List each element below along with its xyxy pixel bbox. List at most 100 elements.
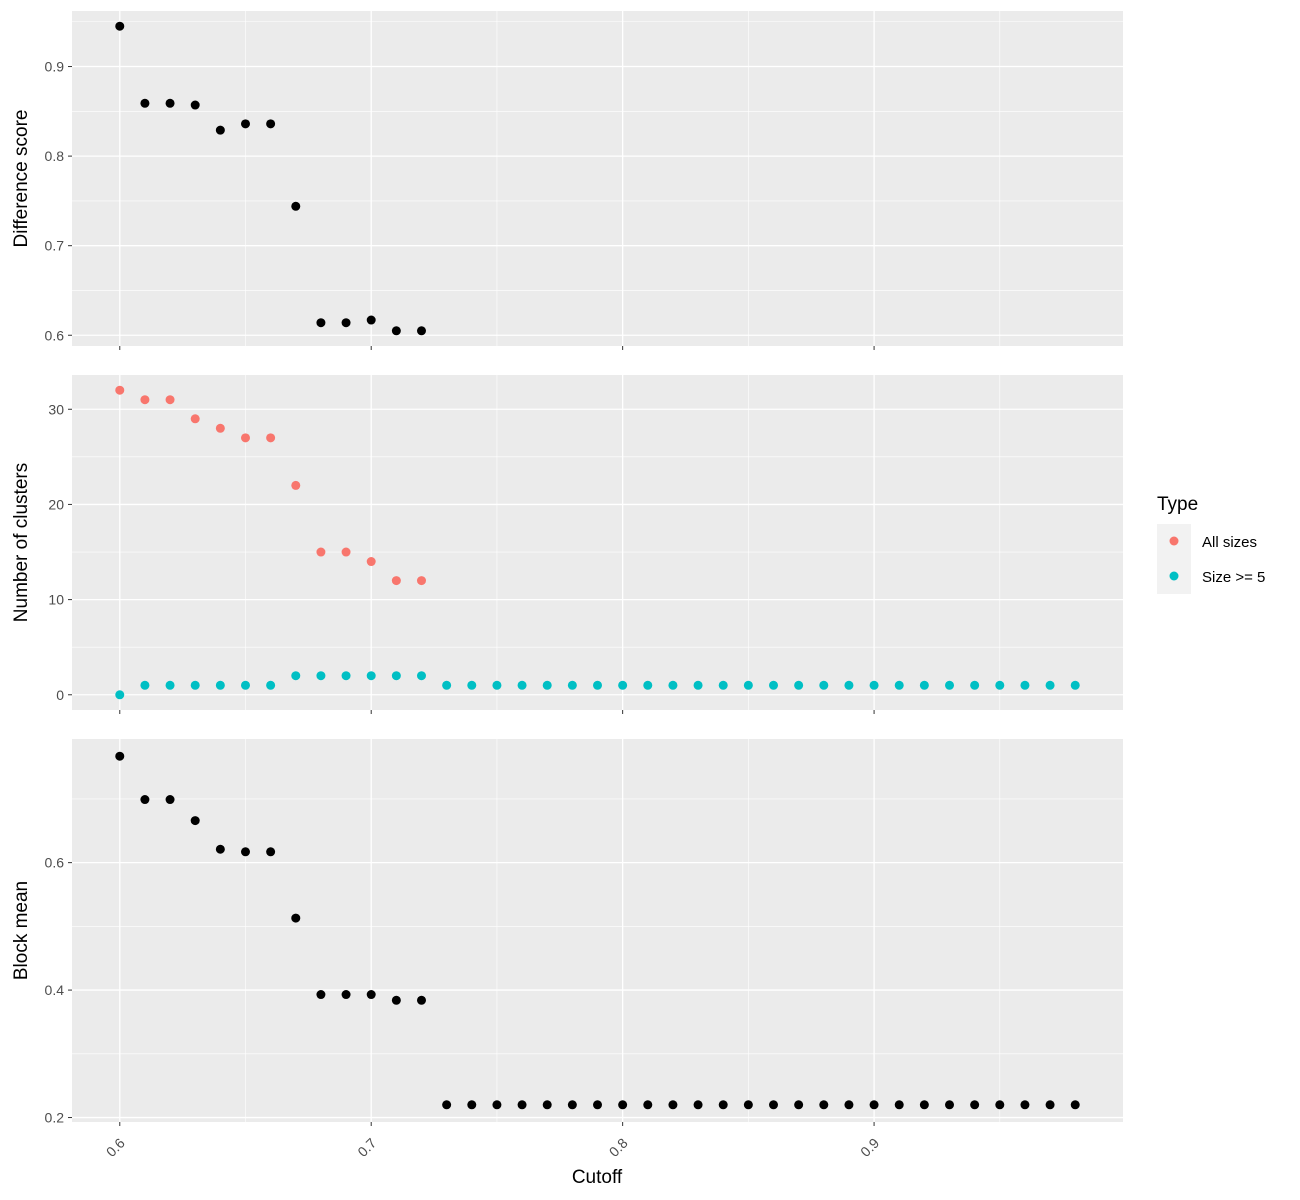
- data-point: [115, 690, 125, 700]
- x-tick-label: 0.9: [857, 1135, 882, 1160]
- panel-background: [72, 11, 1123, 346]
- data-point: [894, 1100, 904, 1110]
- data-point: [718, 1100, 728, 1110]
- data-point: [1070, 680, 1080, 690]
- series-1: [115, 751, 1080, 1110]
- panels: 0.6 0.7 0.8 0.9 Difference score 0 10 20 30 Numbe…: [11, 11, 1123, 1160]
- y-tick-label: 0.6: [45, 327, 65, 343]
- data-point: [542, 680, 552, 690]
- data-point: [341, 547, 351, 557]
- data-point: [492, 680, 502, 690]
- data-point: [693, 680, 703, 690]
- data-point: [1020, 1100, 1030, 1110]
- data-point: [316, 671, 326, 681]
- data-point: [366, 671, 376, 681]
- data-point: [743, 1100, 753, 1110]
- data-point: [668, 1100, 678, 1110]
- legend-label-all-sizes: All sizes: [1202, 534, 1257, 551]
- y-tick-label: 0: [56, 687, 64, 703]
- data-point: [1020, 680, 1030, 690]
- data-point: [869, 680, 879, 690]
- data-point: [718, 680, 728, 690]
- y-tick-label: 0.4: [45, 982, 65, 998]
- data-point: [794, 1100, 804, 1110]
- data-point: [165, 795, 175, 805]
- data-point: [316, 990, 326, 1000]
- data-point: [266, 433, 276, 443]
- data-point: [316, 318, 326, 328]
- data-point: [391, 671, 401, 681]
- legend-key-size-5: [1169, 571, 1179, 581]
- x-axis-title: Cutoff: [572, 1167, 623, 1188]
- data-point: [291, 671, 301, 681]
- data-point: [240, 433, 250, 443]
- data-point: [970, 1100, 980, 1110]
- data-point: [844, 1100, 854, 1110]
- data-point: [919, 680, 929, 690]
- data-point: [919, 1100, 929, 1110]
- data-point: [391, 326, 401, 336]
- y-tick-label: 0.9: [45, 59, 65, 75]
- legend-title: Type: [1157, 494, 1198, 515]
- data-point: [1070, 1100, 1080, 1110]
- series-2: [115, 671, 1080, 700]
- data-point: [215, 125, 225, 135]
- data-point: [115, 751, 125, 761]
- data-point: [844, 680, 854, 690]
- data-point: [416, 576, 426, 586]
- data-point: [442, 680, 452, 690]
- data-point: [266, 847, 276, 857]
- y-tick-label: 0.8: [45, 148, 65, 164]
- data-point: [869, 1100, 879, 1110]
- data-point: [341, 318, 351, 328]
- data-point: [894, 680, 904, 690]
- data-point: [266, 680, 276, 690]
- data-point: [140, 98, 150, 108]
- panel-background: [72, 375, 1123, 710]
- data-point: [467, 1100, 477, 1110]
- y-tick-label: 30: [48, 401, 64, 417]
- data-point: [442, 1100, 452, 1110]
- data-point: [618, 680, 628, 690]
- y-tick-label: 20: [48, 496, 64, 512]
- data-point: [819, 680, 829, 690]
- data-point: [291, 201, 301, 211]
- data-point: [165, 98, 175, 108]
- data-point: [140, 680, 150, 690]
- y-axis-title: Block mean: [11, 881, 32, 980]
- data-point: [618, 1100, 628, 1110]
- data-point: [190, 680, 200, 690]
- data-point: [240, 119, 250, 129]
- data-point: [517, 680, 527, 690]
- data-point: [593, 1100, 602, 1110]
- data-point: [467, 680, 477, 690]
- y-tick-label: 10: [48, 592, 64, 608]
- data-point: [769, 1100, 779, 1110]
- data-point: [643, 1100, 653, 1110]
- y-tick-label: 0.2: [45, 1110, 65, 1126]
- data-point: [165, 680, 175, 690]
- data-point: [115, 21, 125, 31]
- data-point: [190, 414, 200, 424]
- y-tick-label: 0.6: [45, 855, 65, 871]
- x-tick-label: 0.7: [354, 1135, 379, 1160]
- data-point: [970, 680, 980, 690]
- data-point: [416, 326, 426, 336]
- data-point: [542, 1100, 552, 1110]
- data-point: [341, 990, 351, 1000]
- data-point: [215, 844, 225, 854]
- data-point: [366, 557, 376, 567]
- data-point: [366, 315, 376, 325]
- data-point: [316, 547, 326, 557]
- data-point: [995, 1100, 1005, 1110]
- data-point: [643, 680, 653, 690]
- data-point: [995, 680, 1005, 690]
- data-point: [391, 576, 401, 586]
- data-point: [165, 395, 175, 405]
- series-1: [115, 21, 426, 336]
- data-point: [819, 1100, 829, 1110]
- data-point: [140, 395, 150, 405]
- data-point: [1045, 680, 1055, 690]
- data-point: [341, 671, 351, 681]
